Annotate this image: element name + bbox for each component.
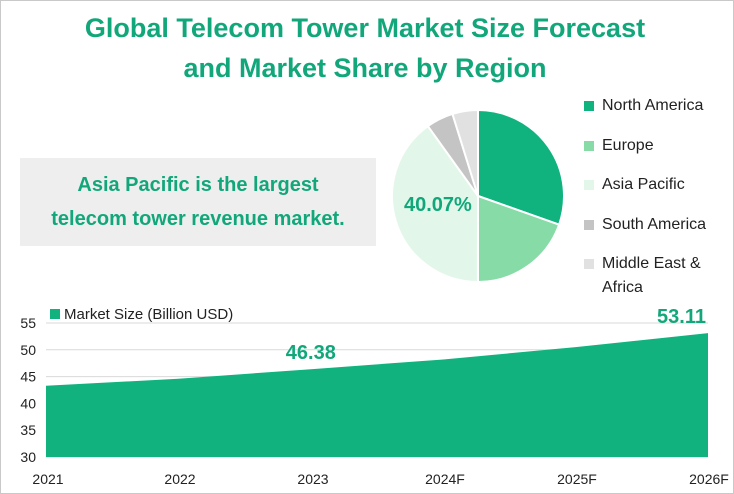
pie-data-label-asia-pacific: 40.07%	[404, 194, 472, 216]
x-tick-label: 2022	[164, 471, 195, 487]
y-tick-label: 50	[20, 342, 36, 358]
x-tick-label: 2025F	[557, 471, 597, 487]
legend-swatch	[584, 259, 594, 269]
chart-title: Global Telecom Tower Market Size Forecas…	[20, 8, 710, 88]
title-line-1: Global Telecom Tower Market Size Forecas…	[84, 13, 646, 43]
x-tick-label: 2024F	[425, 471, 465, 487]
y-tick-label: 30	[20, 449, 36, 465]
y-tick-label: 40	[20, 395, 36, 411]
legend-swatch	[584, 180, 594, 190]
y-tick-label: 35	[20, 422, 36, 438]
legend-item-asia-pacific: Asia Pacific	[580, 173, 730, 197]
x-tick-label: 2021	[32, 471, 63, 487]
legend-label: South America	[602, 216, 707, 233]
title-line-2: and Market Share by Region	[183, 53, 547, 83]
legend-label: Europe	[602, 137, 654, 154]
area-data-label-2023: 46.38	[286, 342, 336, 364]
area-data-label-2026f: 53.11	[657, 306, 706, 328]
legend-swatch	[584, 220, 594, 230]
area-series-market-size	[46, 333, 708, 457]
legend-swatch	[584, 101, 594, 111]
legend-item-middle-east-africa: Middle East & Africa	[580, 252, 730, 300]
area-legend-swatch	[50, 309, 60, 319]
legend-swatch	[584, 141, 594, 151]
y-tick-label: 45	[20, 369, 36, 385]
legend-label: Asia Pacific	[602, 176, 685, 193]
pie-slice-asia-pacific	[391, 124, 480, 284]
pie-slice-europe	[476, 194, 561, 284]
legend-item-europe: Europe	[580, 134, 730, 158]
callout-line-2: telecom tower revenue market.	[51, 208, 345, 230]
callout-box: Asia Pacific is the largest telecom towe…	[20, 158, 376, 246]
x-tick-label: 2026F	[689, 471, 729, 487]
callout-text: Asia Pacific is the largest telecom towe…	[28, 168, 368, 236]
x-tick-label: 2023	[297, 471, 328, 487]
legend-item-north-america: North America	[580, 94, 730, 118]
area-legend-label: Market Size (Billion USD)	[64, 306, 233, 323]
pie-slice-middle-east-africa	[451, 108, 479, 197]
legend-label: Middle East & Africa	[602, 255, 701, 296]
y-tick-label: 55	[20, 315, 36, 331]
callout-line-1: Asia Pacific is the largest	[77, 174, 319, 196]
legend-item-south-america: South America	[580, 213, 730, 237]
pie-slice-north-america	[477, 108, 565, 226]
legend-label: North America	[602, 97, 704, 114]
